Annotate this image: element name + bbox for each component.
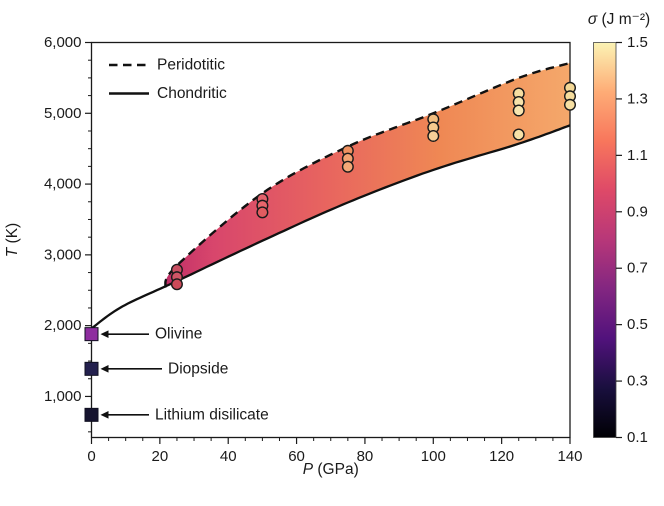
colorbar-tick-label: 0.5: [627, 316, 648, 333]
data-point: [512, 128, 525, 141]
mineral-annotations: Olivine Diopside Lithium disilicate: [84, 326, 269, 423]
tick-labels: 0 20 40 60 80 100 120 140 1,000 2,000 3,000 4,000 5,…: [44, 34, 583, 465]
data-point: [170, 278, 183, 291]
x-tick-label: 140: [557, 448, 582, 465]
annotation-arrowhead: [100, 365, 109, 373]
x-tick-label: 80: [357, 448, 374, 465]
y-tick-label: 6,000: [44, 34, 82, 51]
x-tick-label: 120: [489, 448, 514, 465]
axes: [85, 41, 571, 444]
y-tick-label: 4,000: [44, 176, 82, 193]
mineral-square: [84, 361, 99, 376]
y-tick-label: 5,000: [44, 105, 82, 122]
mineral-label: Lithium disilicate: [155, 406, 269, 423]
colorbar-title: σ (J m⁻²): [588, 11, 650, 28]
colorbar: 0.1 0.3 0.5 0.7 0.9 1.1 1.3 1.5 σ (J m⁻²): [588, 11, 650, 446]
mineral-square: [84, 327, 99, 342]
annotation-arrowhead: [100, 330, 109, 338]
mineral-square: [84, 407, 99, 422]
colorbar-tick-label: 1.1: [627, 147, 648, 164]
x-tick-label: 40: [220, 448, 237, 465]
colorbar-tick-label: 1.3: [627, 90, 648, 107]
data-point: [256, 206, 269, 219]
data-points: [170, 81, 577, 291]
curve-chondritic: [90, 124, 571, 330]
colorbar-gradient: [593, 42, 617, 438]
y-tick-label: 3,000: [44, 246, 82, 263]
data-point: [341, 160, 354, 173]
colorbar-tick-label: 0.9: [627, 203, 648, 220]
colorbar-tick-label: 0.7: [627, 260, 648, 277]
y-tick-label: 1,000: [44, 388, 82, 405]
x-axis-title: P (GPa): [303, 461, 359, 478]
y-tick-label: 2,000: [44, 317, 82, 334]
legend: Peridotitic Chondritic: [109, 57, 227, 102]
x-tick-label: 100: [421, 448, 446, 465]
data-point: [427, 129, 440, 142]
colorbar-tick-label: 1.5: [627, 34, 648, 51]
x-tick-label: 0: [87, 448, 95, 465]
y-axis-title: T (K): [4, 223, 21, 257]
mineral-label: Diopside: [168, 360, 228, 377]
legend-label: Chondritic: [157, 85, 227, 102]
data-point: [564, 98, 577, 111]
x-tick-label: 20: [152, 448, 169, 465]
mineral-label: Olivine: [155, 326, 202, 343]
x-tick-label: 60: [288, 448, 305, 465]
legend-label: Peridotitic: [157, 57, 225, 74]
colorbar-tick-label: 0.1: [627, 429, 648, 446]
colorbar-tick-label: 0.3: [627, 373, 648, 390]
sigma-band: [165, 63, 570, 288]
data-point: [512, 104, 525, 117]
annotation-arrowhead: [100, 411, 109, 419]
